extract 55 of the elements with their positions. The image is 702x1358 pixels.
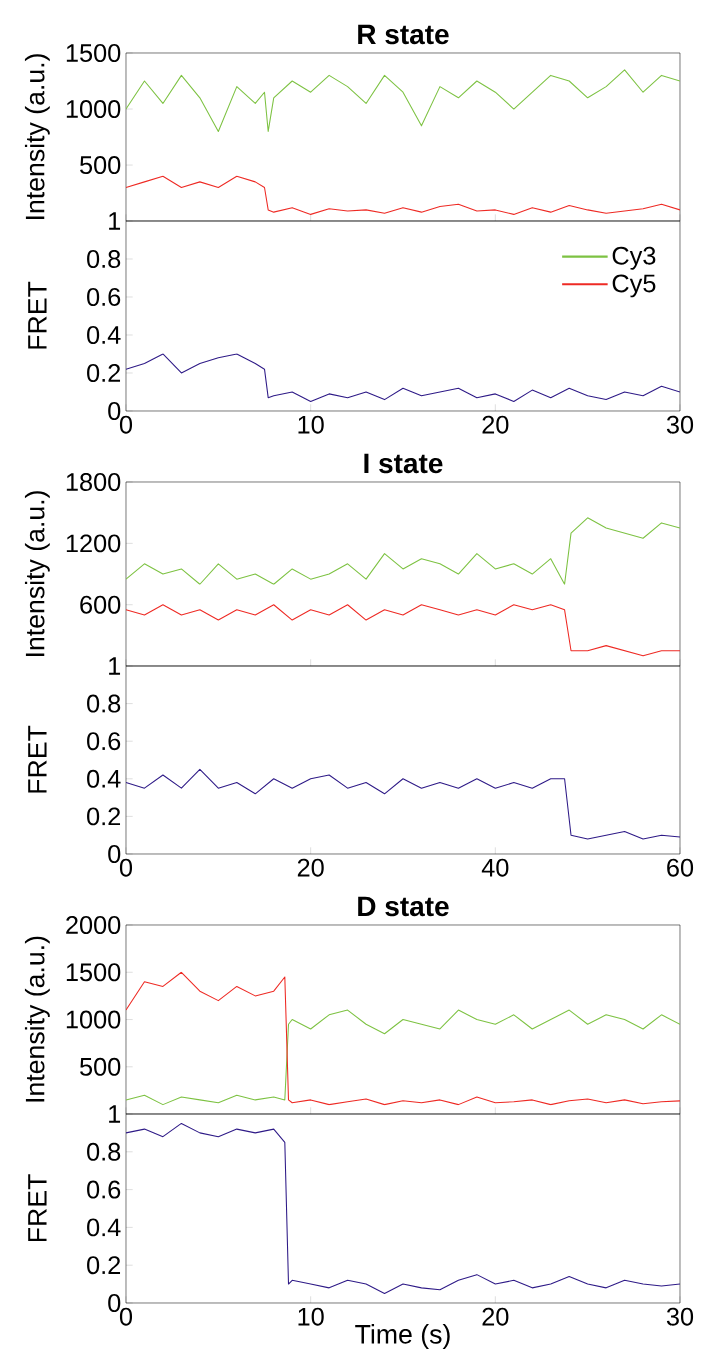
x-tick-label: 30 [666, 1307, 694, 1326]
y-axis-title: FRET [28, 725, 47, 793]
y-tick-label: 1 [109, 1105, 121, 1123]
y-tick-label: 1000 [66, 100, 121, 118]
y-tick-label: 0 [108, 845, 121, 863]
line-series [126, 1122, 680, 1295]
line-series [126, 1009, 680, 1106]
y-tick-label: 1 [109, 657, 121, 675]
y-tick-label: 0.4 [87, 769, 121, 788]
y-tick-label: 1800 [66, 473, 121, 491]
x-tick-label: 20 [297, 858, 324, 877]
y-tick-label: 0.6 [87, 732, 121, 751]
y-tick-label: 1500 [66, 44, 121, 62]
y-tick-label: 0.4 [87, 326, 121, 344]
y-axis-title: Intensity (a.u.) [24, 54, 50, 219]
chart-title: I state [364, 453, 443, 474]
y-tick-label: 600 [80, 595, 121, 614]
y-tick-label: 500 [80, 156, 121, 175]
y-tick-label: 0.2 [87, 807, 121, 826]
legend-label: Cy3 [612, 246, 656, 270]
y-tick-label: 0.6 [87, 288, 121, 306]
y-tick-label: 1000 [66, 1010, 121, 1029]
line-series [126, 175, 680, 215]
y-tick-label: 0.8 [87, 1142, 121, 1161]
x-tick-label: 40 [481, 858, 509, 877]
x-tick-label: 20 [482, 1307, 509, 1326]
x-tick-label: 30 [666, 415, 694, 434]
y-axis-title: FRET [28, 281, 47, 349]
y-tick-label: 0.8 [87, 250, 121, 268]
y-axis-title: Intensity (a.u.) [24, 936, 50, 1102]
y-tick-label: 0.8 [87, 694, 121, 713]
legend-label: Cy5 [612, 274, 656, 298]
y-tick-label: 0 [108, 1294, 121, 1312]
x-axis-title: Time (s) [355, 1324, 450, 1349]
x-tick-label: 60 [667, 858, 694, 877]
x-tick-label: 10 [298, 415, 324, 434]
y-tick-label: 1500 [66, 963, 121, 982]
chart-title: R state [358, 24, 449, 45]
chart-title: D state [358, 896, 449, 917]
line-series [126, 353, 680, 403]
y-tick-label: 500 [80, 1057, 121, 1076]
y-tick-label: 1200 [66, 534, 121, 553]
x-tick-label: 10 [298, 1307, 324, 1326]
line-series [126, 768, 680, 840]
y-tick-label: 0.2 [87, 364, 121, 382]
y-tick-label: 0.6 [87, 1180, 121, 1199]
y-axis-title: FRET [28, 1174, 47, 1242]
y-tick-label: 2000 [66, 916, 121, 934]
x-tick-label: 20 [482, 415, 509, 434]
y-tick-label: 1 [109, 212, 121, 230]
y-tick-label: 0.2 [87, 1256, 121, 1275]
y-axis-title: Intensity (a.u.) [24, 491, 50, 656]
y-tick-label: 0 [108, 402, 121, 420]
line-series [126, 971, 680, 1106]
y-tick-label: 0.4 [87, 1218, 121, 1237]
